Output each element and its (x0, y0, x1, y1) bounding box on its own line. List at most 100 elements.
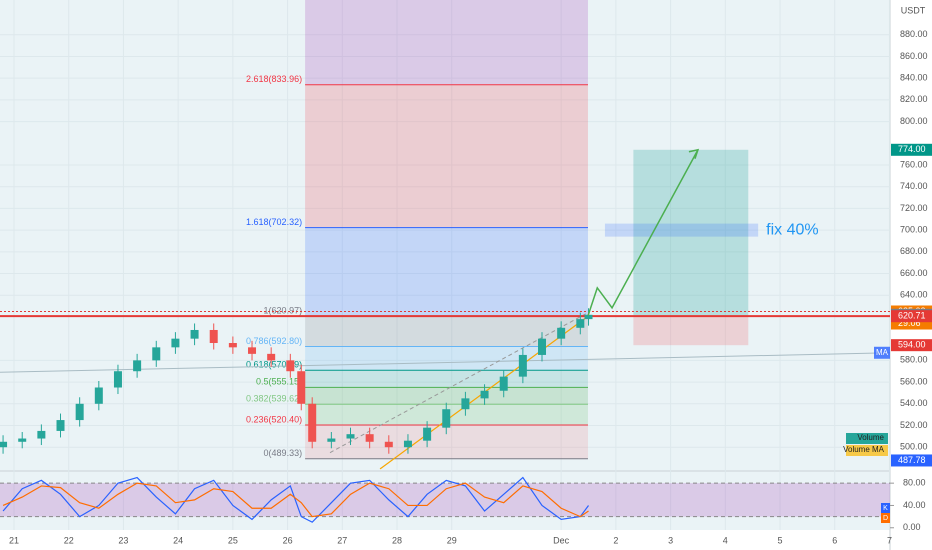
stoch-tag (881, 513, 890, 523)
stoch-tag (881, 503, 890, 513)
candle-body (133, 360, 142, 372)
price-tag (891, 454, 932, 467)
fib-label: 0.382(539.62) (246, 394, 302, 404)
x-tick-label: 22 (64, 535, 74, 545)
x-tick-label: 28 (392, 535, 402, 545)
fib-zone (305, 0, 588, 85)
stop-zone (633, 316, 749, 346)
candle-body (576, 319, 585, 328)
x-tick-label: 27 (337, 535, 347, 545)
stoch-tag-label: D (883, 515, 888, 522)
fib-zone (305, 227, 588, 316)
candle-body (190, 329, 199, 339)
stoch-band (0, 483, 890, 517)
price-tag-label: 774.00 (898, 144, 926, 154)
x-tick-label: 29 (447, 535, 457, 545)
legend-label: Volume MA (843, 445, 885, 454)
stoch-tick-label: 0.00 (903, 522, 921, 532)
candle-body (113, 371, 122, 388)
candle-body (442, 409, 451, 428)
candle-body (518, 354, 527, 377)
fix-label: fix 40% (766, 221, 818, 238)
candle-body (327, 438, 336, 442)
stoch-line (2, 476, 590, 523)
price-tag (891, 143, 932, 156)
y-tick-label: 540.00 (900, 398, 928, 408)
legend-label: Volume (857, 433, 884, 442)
y-tick-label: 520.00 (900, 420, 928, 430)
fib-label: 0.5(555.15) (256, 377, 302, 387)
y-tick-label: 820.00 (900, 94, 928, 104)
fib-label: 0.236(520.40) (246, 414, 302, 424)
arrow (587, 149, 699, 317)
y-tick-label: 880.00 (900, 29, 928, 39)
fib-label: 1(620.97) (264, 305, 303, 315)
ma-tag-label: MA (876, 348, 889, 357)
price-tag (891, 339, 932, 352)
candle-body (461, 398, 470, 410)
fib-zone (305, 370, 588, 388)
y-tick-label: 560.00 (900, 376, 928, 386)
y-tick-label: 760.00 (900, 159, 928, 169)
y-tick-label: 500.00 (900, 442, 928, 452)
candle-body (538, 338, 547, 355)
fib-label: 0(489.33) (264, 448, 303, 458)
candle-body (209, 329, 218, 344)
x-tick-label: 2 (613, 535, 618, 545)
y-tick-label: 680.00 (900, 246, 928, 256)
x-tick-label: 6 (832, 535, 837, 545)
arrow-head (688, 148, 700, 160)
fib-label: 0.618(570.89) (246, 360, 302, 370)
plot-bg (0, 0, 890, 530)
x-tick-label: Dec (553, 535, 570, 545)
price-tag (891, 310, 932, 323)
candle-body (94, 387, 103, 404)
x-tick-label: 23 (118, 535, 128, 545)
price-tag-label: 594.00 (898, 340, 926, 350)
candle-body (384, 441, 393, 448)
x-tick-label: 26 (283, 535, 293, 545)
x-tick-label: 25 (228, 535, 238, 545)
candle-body (37, 430, 46, 439)
candle-body (248, 347, 257, 354)
y-tick-label: 720.00 (900, 203, 928, 213)
candle-body (584, 314, 593, 320)
candle-body (297, 371, 306, 404)
candle-body (308, 403, 317, 442)
candle-body (365, 434, 374, 442)
x-tick-label: 3 (668, 535, 673, 545)
x-tick-label: 7 (887, 535, 892, 545)
countdown-label: 29:06 (898, 318, 921, 328)
candle-body (346, 434, 355, 439)
x-tick-label: 24 (173, 535, 183, 545)
y-tick-label: 860.00 (900, 51, 928, 61)
candle-body (557, 327, 566, 339)
stoch-line (2, 482, 589, 518)
price-tag-label: 620.71 (898, 311, 926, 321)
candle-body (267, 353, 276, 361)
x-tick-label: 4 (723, 535, 728, 545)
candle-body (228, 343, 237, 348)
x-tick-label: 5 (778, 535, 783, 545)
currency: USDT (901, 5, 926, 15)
candle-body (56, 420, 65, 431)
candle-body (75, 403, 84, 421)
fib-zone (305, 84, 588, 228)
y-tick-label: 700.00 (900, 224, 928, 234)
legend-box (846, 433, 888, 444)
fix-band (604, 223, 759, 237)
y-tick-label: 800.00 (900, 116, 928, 126)
stoch-tick-label: 40.00 (903, 500, 926, 510)
candle-body (403, 440, 412, 448)
candle-body (499, 376, 508, 391)
fib-label: 1.618(702.32) (246, 217, 302, 227)
stoch-tag-label: K (883, 505, 888, 512)
fib-zone (305, 387, 588, 405)
y-tick-label: 840.00 (900, 73, 928, 83)
candle-body (18, 438, 27, 442)
ma-tag (874, 346, 890, 359)
y-tick-label: 580.00 (900, 355, 928, 365)
price-tag-label: 487.78 (898, 455, 926, 465)
candle-body (480, 390, 489, 399)
stoch-tick-label: 80.00 (903, 478, 926, 488)
